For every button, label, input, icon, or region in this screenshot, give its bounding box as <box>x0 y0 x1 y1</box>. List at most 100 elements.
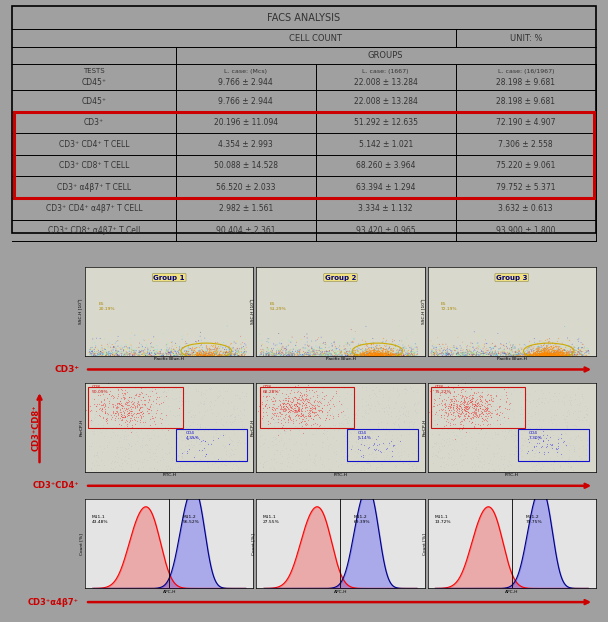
Point <box>330 345 340 355</box>
Point <box>539 343 549 353</box>
Point <box>237 350 247 360</box>
Point <box>136 346 145 356</box>
Point <box>99 460 109 470</box>
Point <box>521 343 531 353</box>
Point <box>430 420 440 430</box>
Point <box>539 343 549 353</box>
Point <box>105 392 115 402</box>
Point <box>503 387 513 397</box>
Point <box>351 346 361 356</box>
Point <box>309 344 319 354</box>
Point <box>339 406 348 415</box>
Point <box>310 347 320 357</box>
Point <box>108 340 117 350</box>
Point <box>347 337 357 347</box>
Point <box>459 394 469 404</box>
Point <box>86 346 95 356</box>
Point <box>264 350 274 360</box>
Point <box>538 349 548 359</box>
Point <box>174 345 184 355</box>
Point <box>564 346 574 356</box>
Point <box>371 424 381 434</box>
Point <box>542 342 551 352</box>
Point <box>372 345 382 355</box>
Point <box>542 349 552 359</box>
Point <box>541 348 550 358</box>
Point <box>554 350 564 360</box>
Point <box>128 350 138 360</box>
Point <box>550 350 560 360</box>
Point <box>295 409 305 419</box>
Point <box>111 424 120 434</box>
Point <box>359 348 368 358</box>
Point <box>194 349 204 359</box>
Point <box>200 345 210 355</box>
Point <box>181 349 190 359</box>
Point <box>221 460 230 470</box>
Point <box>539 348 548 358</box>
Point <box>510 341 519 351</box>
Text: UNIT: %: UNIT: % <box>510 34 542 42</box>
Point <box>469 349 478 359</box>
Point <box>300 348 309 358</box>
Point <box>463 349 473 359</box>
Point <box>485 407 494 417</box>
Point <box>553 348 563 358</box>
Point <box>137 406 147 416</box>
Point <box>90 350 100 360</box>
Point <box>475 394 485 404</box>
Point <box>359 452 368 462</box>
Point <box>488 401 498 411</box>
Point <box>575 432 585 442</box>
Point <box>200 346 210 356</box>
Point <box>112 344 122 354</box>
Point <box>395 349 405 359</box>
Point <box>286 349 296 359</box>
Point <box>303 411 313 421</box>
Point <box>193 350 203 360</box>
Point <box>471 442 480 452</box>
Point <box>194 350 204 360</box>
Point <box>147 348 157 358</box>
Point <box>548 391 558 401</box>
Point <box>130 350 139 360</box>
Point <box>267 408 277 418</box>
Point <box>277 420 287 430</box>
Point <box>548 351 558 361</box>
Point <box>370 350 380 360</box>
Point <box>90 348 100 358</box>
Point <box>552 348 562 358</box>
Point <box>576 347 586 357</box>
Point <box>319 349 329 359</box>
Point <box>446 402 456 412</box>
Point <box>276 349 286 359</box>
Point <box>555 460 565 470</box>
Point <box>307 429 317 439</box>
Point <box>236 346 246 356</box>
Point <box>359 350 368 360</box>
Point <box>265 417 275 427</box>
Point <box>336 407 345 417</box>
Point <box>121 414 131 424</box>
Point <box>536 385 545 395</box>
Point <box>274 345 283 355</box>
Point <box>409 346 419 356</box>
Point <box>209 348 219 358</box>
Point <box>523 434 533 444</box>
Point <box>351 428 361 438</box>
Point <box>263 349 273 359</box>
Point <box>133 463 143 473</box>
Point <box>573 350 583 360</box>
Point <box>105 409 114 419</box>
Point <box>513 345 523 355</box>
Point <box>553 443 563 453</box>
Point <box>461 343 471 353</box>
Point <box>537 348 547 358</box>
Point <box>145 348 154 358</box>
Point <box>210 345 219 355</box>
Point <box>156 409 165 419</box>
Point <box>181 350 190 360</box>
Point <box>287 350 297 360</box>
Point <box>226 338 235 348</box>
Point <box>233 437 243 447</box>
